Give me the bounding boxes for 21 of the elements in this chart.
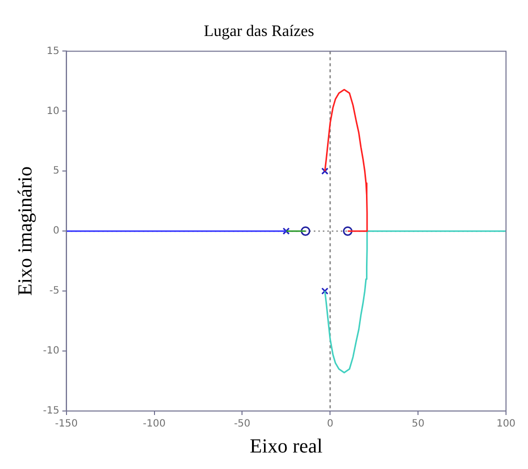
x-tick-label: -150: [54, 418, 78, 430]
x-tick-label: 0: [326, 418, 334, 430]
y-tick-label: -10: [42, 346, 60, 357]
x-tick-label: -50: [234, 418, 250, 430]
y-tick-label: -5: [49, 286, 60, 297]
y-axis-title: Eixo imaginário: [14, 166, 36, 296]
y-tick-label: -15: [42, 406, 60, 417]
point: [321, 287, 328, 295]
y-tick-label: 15: [46, 46, 60, 57]
y-tick-label: 5: [52, 166, 60, 177]
x-axis-title: Eixo real: [250, 435, 323, 458]
x-tick-label: -100: [142, 418, 166, 430]
point: [342, 226, 352, 236]
x-tick-label: 50: [412, 418, 424, 430]
point: [282, 228, 290, 235]
y-tick-label: 0: [52, 226, 60, 237]
point: [300, 226, 310, 236]
point: [321, 168, 328, 175]
y-tick-label: 10: [46, 106, 60, 117]
x-tick-label: 100: [496, 418, 516, 430]
chart-title: Lugar das Raízes: [204, 22, 314, 40]
